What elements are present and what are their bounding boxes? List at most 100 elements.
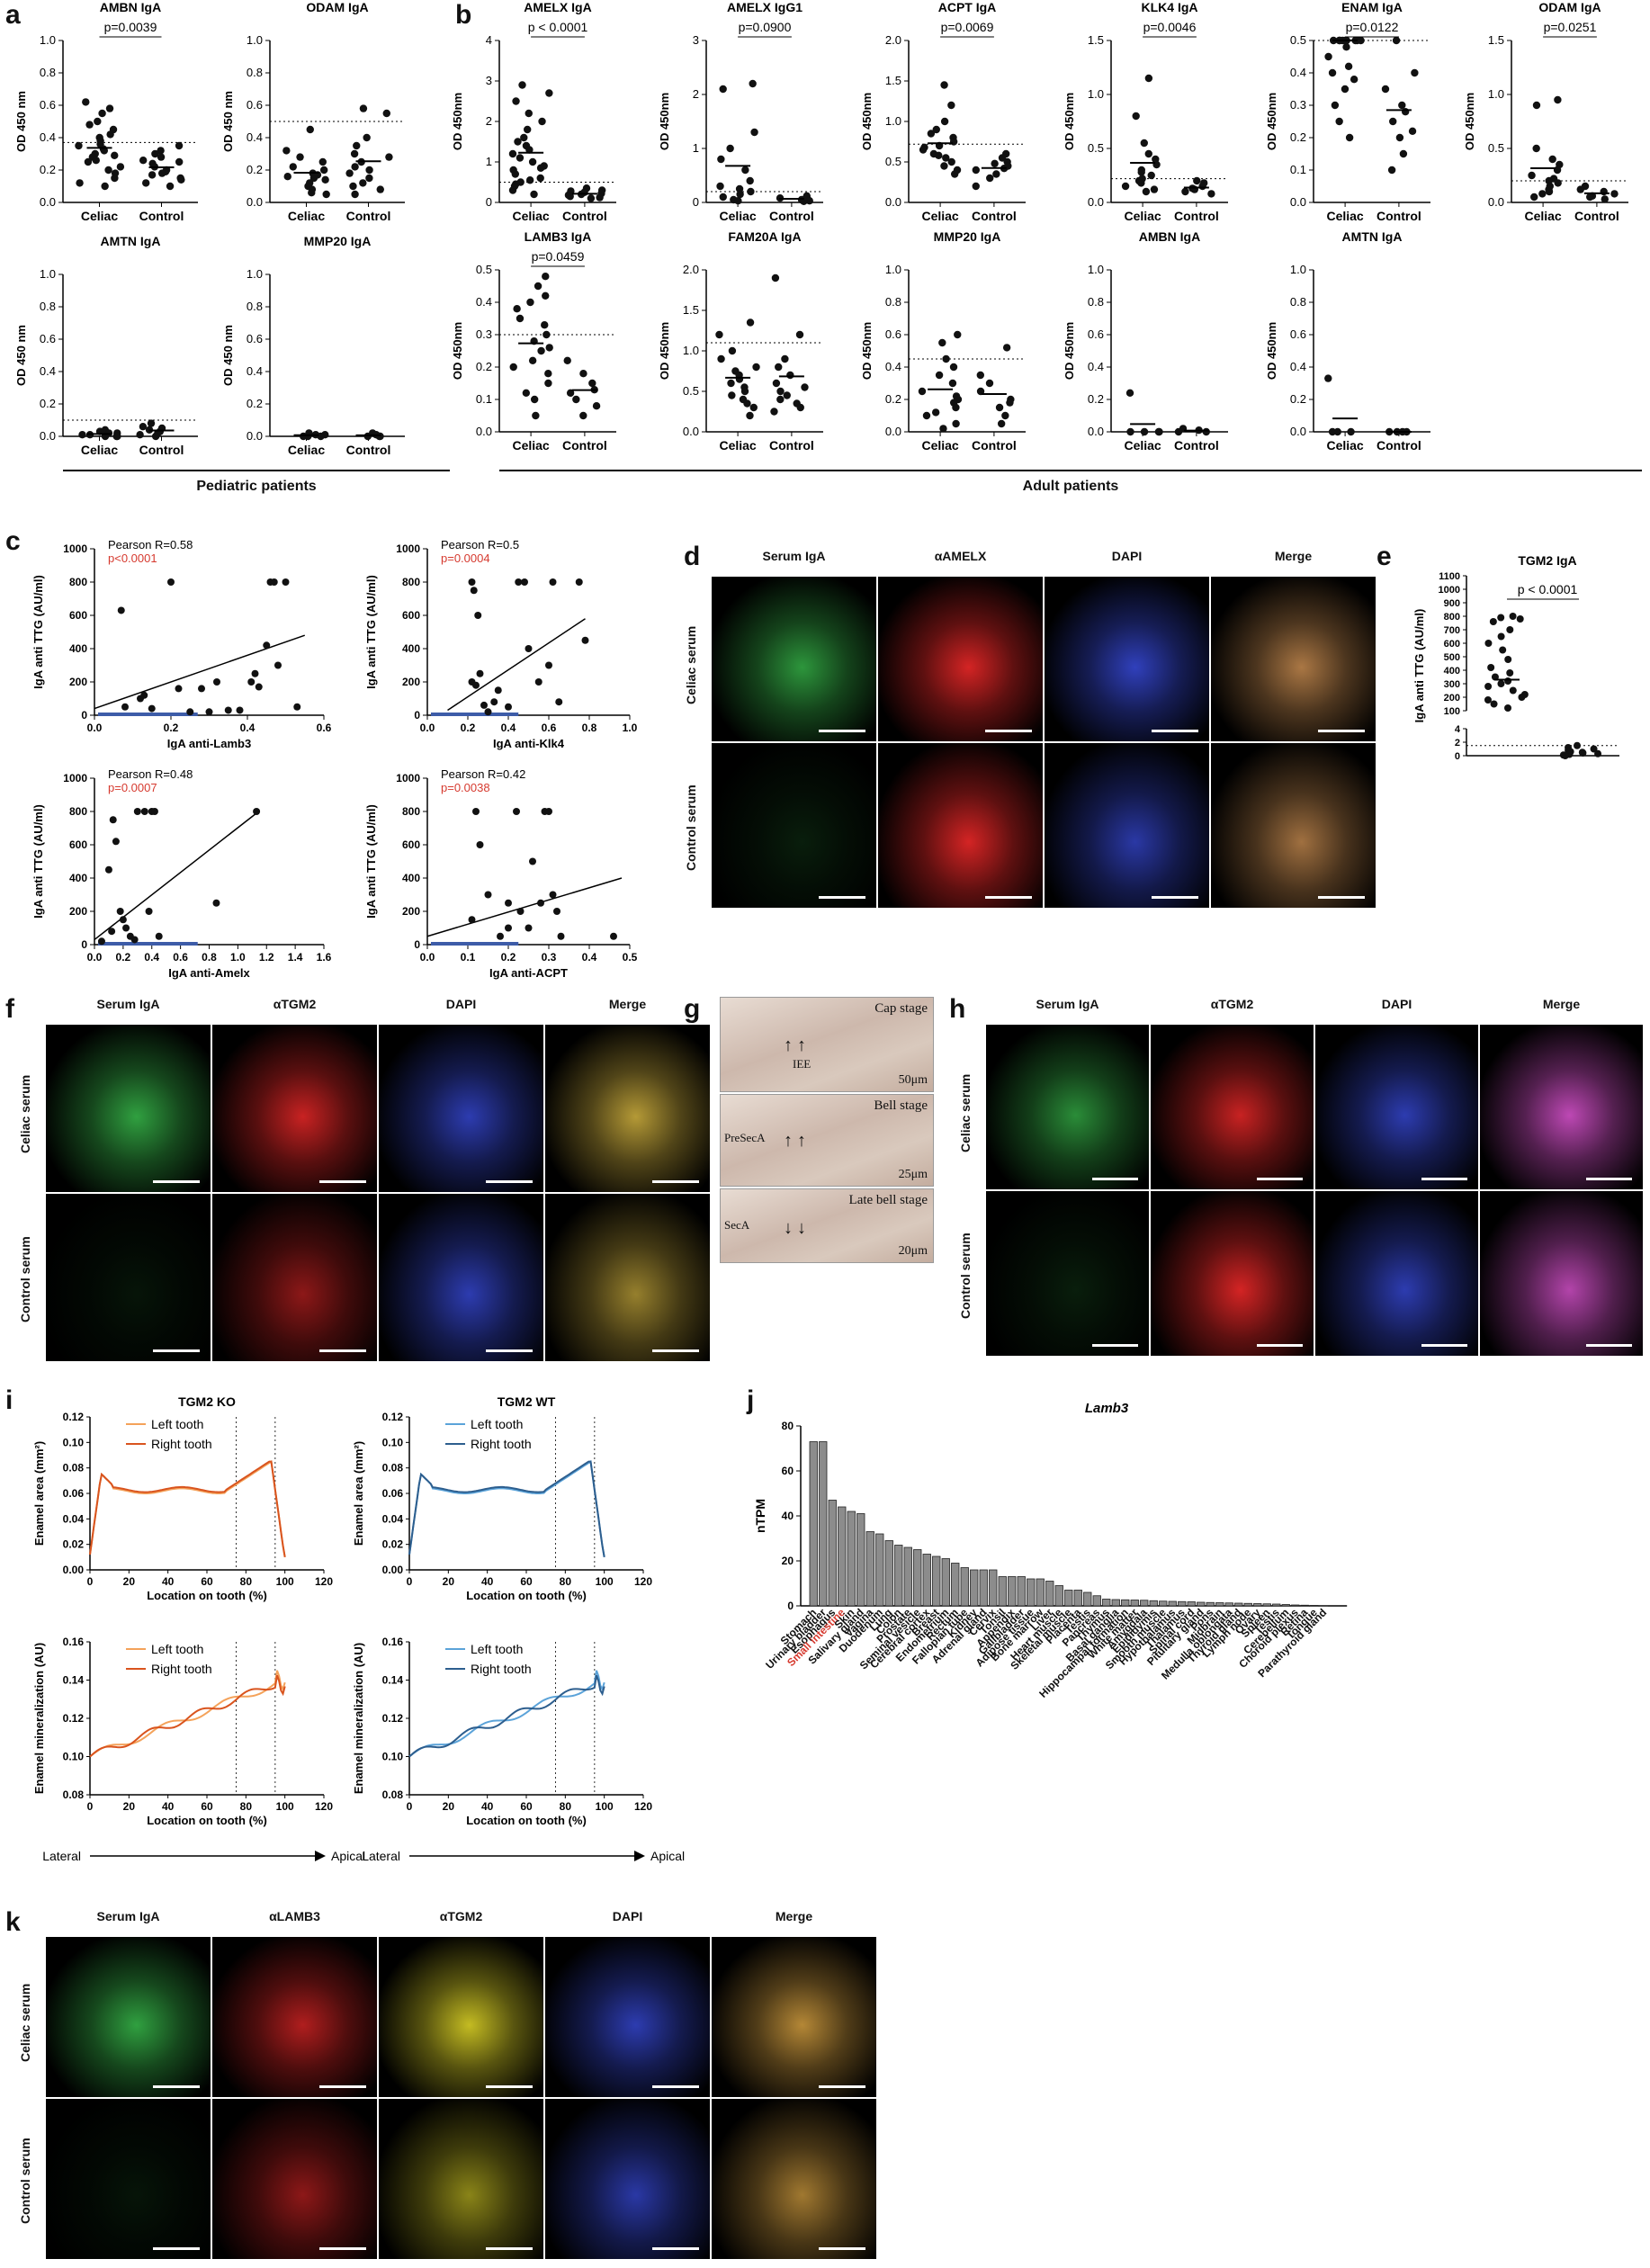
y-tick-label: 200: [402, 676, 420, 688]
bar: [1215, 1602, 1224, 1607]
x-tick-label: Control: [562, 438, 607, 453]
scatter-plot: FAM20A IgA 0.0 0.5 1.0 1.5 2.0 OD 450nm Celiac C…: [658, 229, 823, 453]
y-tick-label: 0.4: [885, 360, 901, 373]
legend-label: Left tooth: [471, 1417, 523, 1431]
y-tick-label: 60: [782, 1465, 794, 1477]
bar: [1027, 1578, 1036, 1607]
y-tick-label: 200: [402, 905, 420, 918]
data-point: [1610, 190, 1619, 198]
data-point: [1516, 615, 1524, 623]
y-tick-label: 0.0: [885, 425, 901, 438]
y-axis-label: nTPM: [753, 1499, 767, 1533]
bar: [932, 1555, 941, 1607]
column-title: DAPI: [1381, 997, 1412, 1011]
x-tick-label: 0: [407, 1575, 413, 1588]
micrograph-tile: [45, 1024, 211, 1193]
y-tick-label: 0.2: [1290, 392, 1306, 406]
y-tick-label: 800: [69, 805, 87, 818]
data-point: [140, 691, 148, 699]
data-point: [322, 190, 330, 199]
data-point: [349, 182, 357, 191]
y-tick-label: 0.0: [40, 429, 56, 443]
y-axis-label: Enamel area (mm²): [352, 1441, 365, 1546]
scale-label: 50μm: [898, 1073, 928, 1087]
data-point: [717, 354, 725, 363]
arrow-head-icon: [315, 1851, 326, 1861]
data-point: [1574, 741, 1582, 749]
data-point: [1484, 640, 1493, 647]
scatter-plot: ODAM IgA 0.0 0.5 1.0 1.5 OD 450nm Celiac Contro…: [1463, 0, 1628, 223]
data-point: [530, 190, 538, 199]
legend-label: Right tooth: [151, 1437, 212, 1451]
y-tick-label: 1.0: [40, 267, 56, 281]
data-point: [167, 578, 175, 586]
data-point: [78, 431, 86, 439]
bar: [979, 1569, 988, 1607]
bar: [1197, 1601, 1206, 1607]
row-label: Control serum: [18, 2138, 32, 2224]
data-point: [932, 125, 940, 134]
data-point: [263, 641, 271, 650]
y-tick-label: 0.1: [1290, 163, 1306, 176]
y-tick-label: 0: [787, 1600, 794, 1612]
data-point: [1137, 168, 1145, 176]
panel-label-a: a: [5, 0, 21, 30]
data-point: [513, 305, 521, 313]
x-tick-label: Control: [972, 438, 1017, 453]
correlation-plot: 0 200 400 600 800 1000 0.0 0.2 0.4 0.6 0.8 1.0 1.2 1.…: [31, 767, 332, 980]
bar: [1206, 1601, 1215, 1607]
data-point: [1545, 187, 1554, 196]
y-tick-label: 1.0: [40, 33, 56, 47]
regression-line: [94, 812, 257, 941]
series-line: [408, 1460, 605, 1557]
data-point: [253, 808, 261, 815]
data-point: [736, 190, 744, 199]
data-point: [205, 708, 213, 716]
x-tick-label: Control: [769, 209, 814, 223]
y-axis-label: OD 450 nm: [14, 91, 28, 152]
x-tick-label: Control: [1376, 209, 1421, 223]
scale-bar: [319, 2085, 366, 2088]
row-label: Celiac serum: [18, 1983, 32, 2062]
y-tick-label: 2: [1455, 738, 1460, 749]
data-point: [151, 432, 160, 441]
x-tick-label: 40: [481, 1800, 494, 1813]
data-point: [805, 197, 813, 205]
data-point: [1509, 613, 1517, 620]
scale-bar: [319, 1349, 366, 1352]
y-tick-label: 0: [693, 195, 699, 209]
data-point: [282, 147, 291, 155]
data-point: [776, 387, 785, 396]
data-point: [1487, 664, 1495, 671]
data-point: [1324, 374, 1332, 382]
data-point: [515, 578, 523, 586]
y-axis-label: Enamel area (mm²): [32, 1441, 46, 1546]
bar: [941, 1558, 950, 1607]
micrograph-tile: [1479, 1024, 1644, 1190]
x-tick-label: Control: [139, 209, 184, 223]
structure-label: SecA: [724, 1218, 750, 1233]
data-point: [1530, 193, 1538, 202]
column-title: Serum IgA: [762, 549, 826, 563]
data-point: [972, 166, 981, 175]
data-point: [542, 291, 550, 300]
bar: [1036, 1578, 1045, 1607]
y-axis-label: Enamel mineralization (AU): [352, 1643, 365, 1794]
y-tick-label: 1000: [396, 772, 420, 784]
scale-bar: [1585, 1344, 1632, 1347]
series-line: [408, 1459, 605, 1557]
data-point: [1395, 133, 1404, 142]
y-axis-label: OD 450nm: [658, 93, 671, 150]
data-point: [472, 808, 480, 815]
scale-bar: [1091, 1178, 1138, 1180]
column-title: Merge: [1274, 549, 1313, 563]
x-tick-label: 40: [162, 1800, 175, 1813]
y-tick-label: 600: [402, 609, 420, 622]
data-point: [1345, 133, 1354, 142]
p-value: p=0.0038: [441, 781, 490, 794]
bar: [970, 1569, 979, 1607]
data-point: [537, 899, 544, 907]
data-point: [116, 908, 124, 915]
data-point: [728, 346, 737, 355]
data-point: [918, 387, 927, 396]
